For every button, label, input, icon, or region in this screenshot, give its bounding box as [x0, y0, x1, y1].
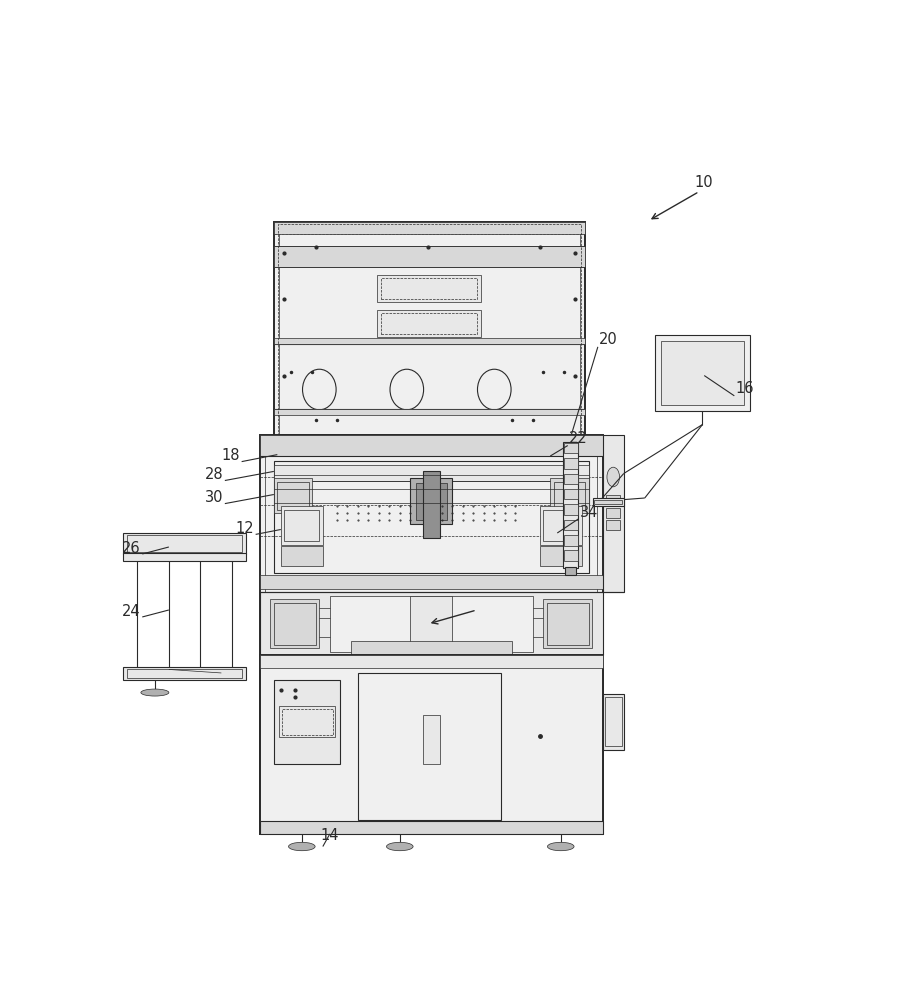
Text: 22: 22: [568, 431, 587, 446]
Text: 34: 34: [580, 505, 598, 520]
Bar: [377, 275, 481, 302]
Bar: [563, 474, 577, 484]
Ellipse shape: [386, 842, 412, 851]
Text: 26: 26: [122, 541, 141, 556]
Bar: [273, 246, 584, 267]
Bar: [604, 697, 621, 746]
Text: 16: 16: [735, 381, 753, 396]
Bar: [416, 483, 446, 520]
Bar: [279, 706, 335, 737]
Bar: [605, 508, 620, 518]
Text: 12: 12: [235, 521, 254, 536]
Bar: [603, 435, 623, 592]
Bar: [260, 655, 603, 834]
Bar: [278, 224, 580, 436]
Bar: [273, 478, 312, 513]
Bar: [260, 655, 603, 668]
Bar: [660, 341, 743, 405]
Bar: [381, 313, 477, 334]
Bar: [603, 694, 623, 750]
Bar: [655, 335, 749, 411]
Bar: [563, 504, 577, 515]
Bar: [549, 478, 588, 513]
Bar: [593, 498, 624, 506]
Bar: [547, 603, 588, 645]
Bar: [281, 506, 323, 545]
Bar: [281, 546, 323, 566]
Bar: [284, 510, 319, 541]
Bar: [265, 441, 596, 828]
Text: 28: 28: [205, 467, 223, 482]
Bar: [273, 465, 588, 481]
Bar: [410, 596, 452, 652]
Bar: [539, 506, 581, 545]
Bar: [563, 458, 577, 469]
Bar: [565, 567, 575, 575]
Bar: [563, 550, 577, 561]
Bar: [124, 667, 245, 680]
Text: 14: 14: [320, 828, 338, 843]
Bar: [260, 435, 603, 456]
Ellipse shape: [547, 842, 574, 851]
Bar: [260, 821, 603, 834]
Bar: [260, 575, 603, 589]
Bar: [539, 546, 581, 566]
Bar: [270, 599, 319, 648]
Ellipse shape: [289, 842, 315, 851]
Bar: [377, 310, 481, 337]
Bar: [273, 409, 584, 415]
Bar: [329, 596, 532, 652]
Bar: [563, 520, 577, 530]
Bar: [605, 495, 620, 505]
Bar: [273, 222, 584, 439]
Bar: [357, 673, 501, 820]
Text: 20: 20: [599, 332, 617, 347]
Bar: [279, 224, 579, 434]
Bar: [594, 500, 621, 504]
Bar: [124, 553, 245, 561]
Bar: [350, 641, 511, 655]
Text: 18: 18: [222, 448, 240, 463]
Bar: [422, 715, 439, 764]
Bar: [553, 482, 584, 510]
Bar: [260, 592, 603, 655]
Text: 24: 24: [122, 604, 141, 619]
Bar: [543, 510, 577, 541]
Ellipse shape: [141, 689, 169, 696]
Bar: [273, 338, 584, 344]
Bar: [422, 471, 439, 538]
Bar: [562, 442, 577, 568]
Bar: [277, 482, 308, 510]
Bar: [124, 533, 245, 554]
Bar: [273, 461, 588, 573]
Bar: [260, 435, 603, 834]
Bar: [605, 520, 620, 530]
Bar: [273, 603, 316, 645]
Bar: [273, 680, 340, 764]
Bar: [130, 553, 238, 561]
Bar: [543, 599, 592, 648]
Bar: [563, 489, 577, 499]
Ellipse shape: [606, 467, 619, 487]
Bar: [126, 669, 242, 678]
Bar: [563, 443, 577, 453]
Text: 30: 30: [205, 490, 223, 505]
Bar: [563, 535, 577, 546]
Bar: [282, 709, 332, 735]
Text: 10: 10: [695, 175, 713, 190]
Bar: [273, 222, 584, 234]
Bar: [410, 478, 452, 524]
Bar: [381, 278, 477, 299]
Bar: [126, 535, 242, 552]
